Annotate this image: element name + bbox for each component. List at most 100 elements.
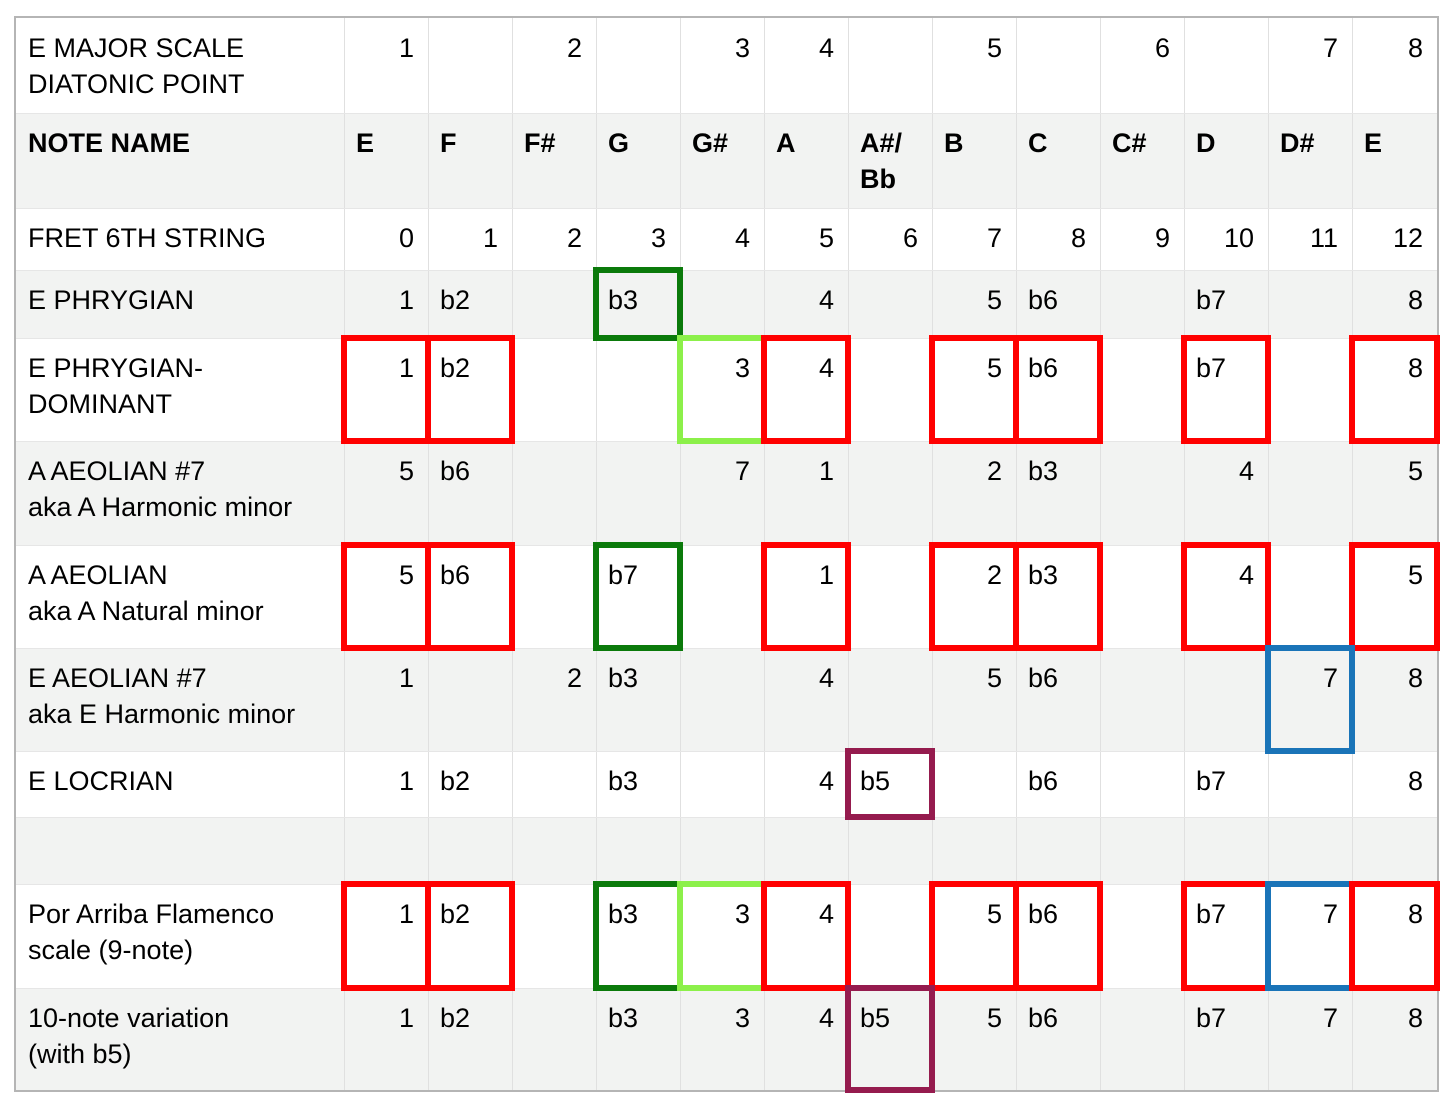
degree-cell: 2 — [986, 560, 1002, 590]
degree-cell: 1 — [398, 766, 414, 796]
degree-cell: b3 — [608, 766, 639, 796]
degree-cell: 1 — [398, 285, 414, 315]
degree-cell: b6 — [1028, 766, 1059, 796]
row-label: E PHRYGIAN — [28, 285, 195, 315]
row-divider — [16, 648, 1437, 649]
highlight-box-red — [929, 542, 1019, 651]
degree-cell: 4 — [818, 353, 834, 383]
degree-cell: 5 — [986, 663, 1002, 693]
degree-cell: b2 — [440, 285, 471, 315]
degree-cell: 7 — [1322, 1003, 1338, 1033]
degree-cell: 7 — [1322, 899, 1338, 929]
degree-cell: 12 — [1392, 223, 1423, 253]
note-name-cell: B — [944, 128, 964, 158]
highlight-box-dark-green — [593, 542, 683, 651]
degree-cell: b5 — [860, 1003, 891, 1033]
degree-cell: 4 — [818, 33, 834, 63]
note-name-cell: A#/ Bb — [860, 128, 903, 194]
highlight-box-red — [341, 335, 431, 444]
degree-cell: 7 — [734, 456, 750, 486]
degree-cell: b7 — [1196, 285, 1227, 315]
table-row — [16, 270, 1437, 338]
degree-cell: 4 — [818, 899, 834, 929]
degree-cell: 1 — [482, 223, 498, 253]
degree-cell: 1 — [398, 353, 414, 383]
degree-cell: 5 — [986, 33, 1002, 63]
degree-cell: 1 — [398, 663, 414, 693]
highlight-box-red — [1181, 881, 1271, 991]
highlight-box-red — [1349, 542, 1440, 651]
degree-cell: b3 — [608, 663, 639, 693]
row-label: E LOCRIAN — [28, 766, 174, 796]
degree-cell: b7 — [1196, 899, 1227, 929]
row-label: E AEOLIAN #7 aka E Harmonic minor — [28, 663, 296, 729]
note-name-cell: G — [608, 128, 630, 158]
row-label: A AEOLIAN aka A Natural minor — [28, 560, 264, 626]
row-label: Por Arriba Flamenco scale (9-note) — [28, 899, 275, 965]
highlight-box-blue — [1265, 645, 1355, 754]
row-divider — [16, 817, 1437, 818]
highlight-box-red — [425, 335, 515, 444]
degree-cell: b6 — [1028, 899, 1059, 929]
degree-cell: 8 — [1070, 223, 1086, 253]
table-row — [16, 113, 1437, 208]
degree-cell: 3 — [734, 353, 750, 383]
highlight-box-red — [929, 335, 1019, 444]
note-name-cell: E — [1364, 128, 1383, 158]
degree-cell: b7 — [608, 560, 639, 590]
highlight-box-red — [929, 881, 1019, 991]
degree-cell: b5 — [860, 766, 891, 796]
highlight-box-red — [761, 335, 851, 444]
note-name-cell: G# — [692, 128, 729, 158]
degree-cell: 8 — [1407, 663, 1423, 693]
degree-cell: b3 — [608, 285, 639, 315]
degree-cell: 1 — [398, 33, 414, 63]
degree-cell: 2 — [566, 663, 582, 693]
degree-cell: 5 — [398, 456, 414, 486]
degree-cell: 5 — [818, 223, 834, 253]
highlight-box-red — [341, 542, 431, 651]
highlight-box-red — [425, 542, 515, 651]
highlight-box-red — [1013, 881, 1103, 991]
row-divider — [16, 270, 1437, 271]
highlight-box-red — [1349, 335, 1440, 444]
degree-cell: 11 — [1309, 223, 1338, 253]
degree-cell: 8 — [1407, 1003, 1423, 1033]
degree-cell: 2 — [566, 33, 582, 63]
row-label: E PHRYGIAN- DOMINANT — [28, 353, 204, 419]
highlight-box-red — [425, 881, 515, 991]
degree-cell: 4 — [818, 1003, 834, 1033]
degree-cell: 1 — [398, 1003, 414, 1033]
degree-cell: 4 — [818, 766, 834, 796]
row-label: E MAJOR SCALE DIATONIC POINT — [28, 33, 245, 99]
note-name-cell: C — [1028, 128, 1048, 158]
highlight-box-red — [1013, 335, 1103, 444]
degree-cell: b2 — [440, 1003, 471, 1033]
note-name-cell: D# — [1280, 128, 1315, 158]
note-name-cell: A — [776, 128, 796, 158]
degree-cell: 5 — [986, 899, 1002, 929]
note-name-cell: D — [1196, 128, 1216, 158]
degree-cell: 8 — [1407, 353, 1423, 383]
highlight-box-dark-green — [593, 881, 683, 991]
table-row — [16, 648, 1437, 751]
highlight-box-red — [341, 881, 431, 991]
highlight-box-dark-green — [593, 267, 683, 341]
highlight-box-light-green — [677, 335, 767, 444]
highlight-box-red — [761, 881, 851, 991]
degree-cell: b3 — [608, 1003, 639, 1033]
degree-cell: 5 — [1407, 560, 1423, 590]
degree-cell: b2 — [440, 766, 471, 796]
note-name-cell: C# — [1112, 128, 1147, 158]
degree-cell: b7 — [1196, 353, 1227, 383]
degree-cell: 4 — [818, 285, 834, 315]
degree-cell: 2 — [986, 456, 1002, 486]
row-divider — [16, 113, 1437, 114]
degree-cell: 8 — [1407, 33, 1423, 63]
degree-cell: 6 — [1154, 33, 1170, 63]
degree-cell: b7 — [1196, 1003, 1227, 1033]
row-label: A AEOLIAN #7 aka A Harmonic minor — [28, 456, 293, 522]
highlight-box-maroon — [845, 985, 935, 1093]
note-name-cell: F — [440, 128, 457, 158]
degree-cell: b3 — [1028, 560, 1059, 590]
